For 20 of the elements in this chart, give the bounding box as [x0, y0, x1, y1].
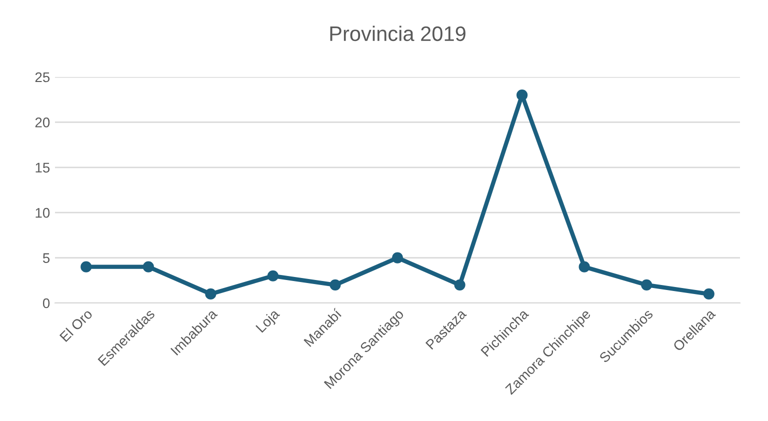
point [142, 261, 154, 272]
point [330, 279, 341, 290]
point [641, 279, 652, 290]
y-tick-label: 15 [36, 162, 50, 173]
point [454, 279, 466, 290]
point [80, 261, 92, 272]
x-tick-label: El Oro [59, 308, 93, 342]
point [205, 288, 216, 300]
y-tick-label: 0 [42, 298, 50, 308]
y-tick-label: 5 [42, 253, 50, 263]
point [392, 252, 404, 264]
y-tick-label: 10 [36, 208, 50, 218]
point [703, 288, 714, 300]
point [267, 270, 279, 282]
point [516, 90, 528, 101]
chart-title: Provincia 2019 [330, 26, 466, 42]
y-tick-label: 20 [35, 118, 50, 128]
y-tick-label: 25 [35, 72, 50, 82]
x-tick-label: Loja [255, 308, 282, 335]
point [578, 261, 590, 272]
